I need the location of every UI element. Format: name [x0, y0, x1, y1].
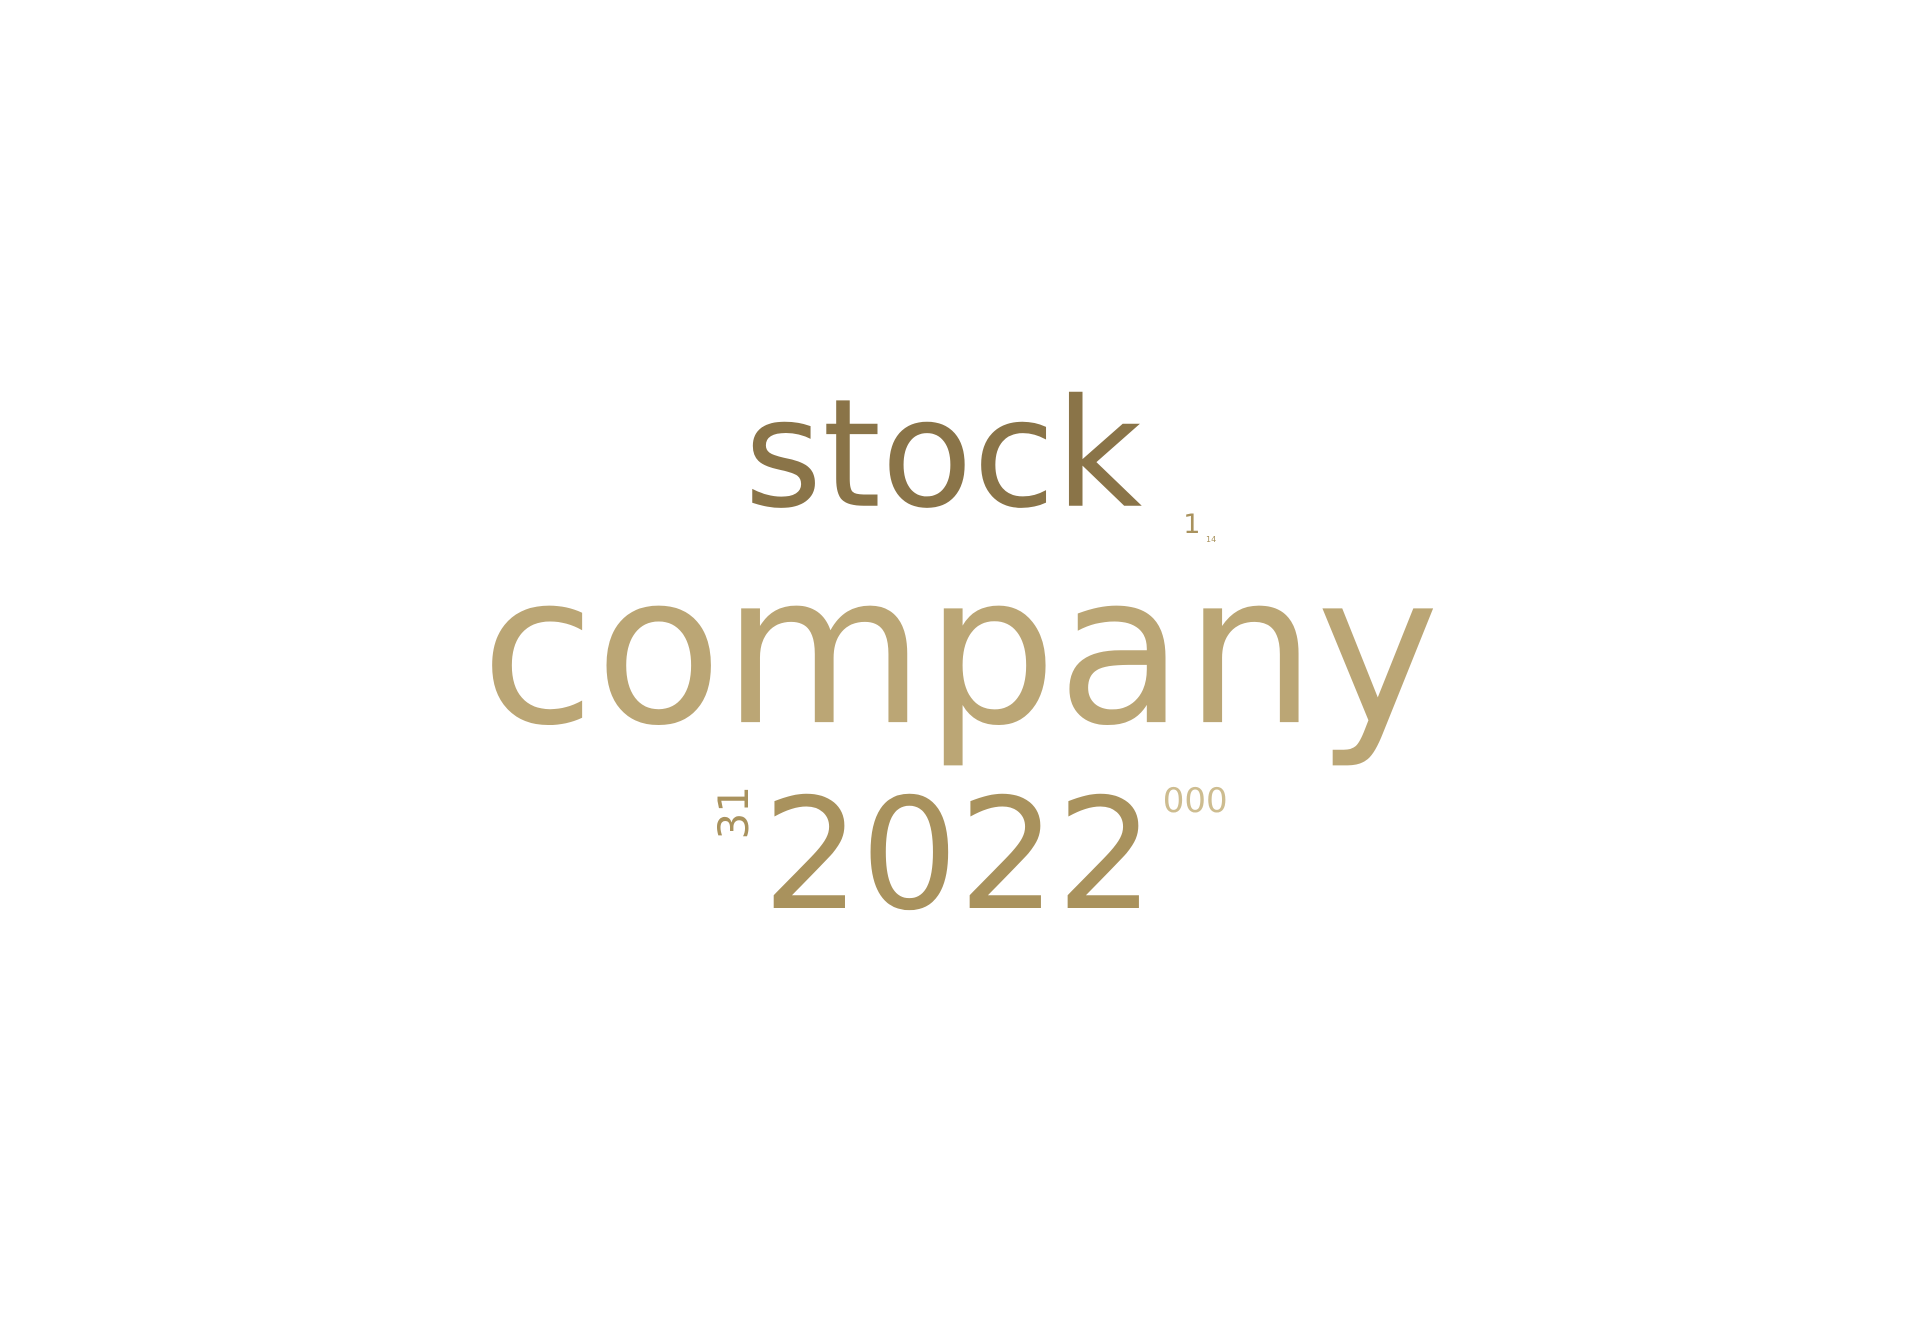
word-0: company [481, 530, 1440, 772]
word-88: 1 [1183, 509, 1200, 540]
word-561: 14 [1206, 535, 1216, 544]
word-1: 2022 [762, 766, 1154, 945]
word-30: 000 [1163, 781, 1228, 821]
word-2: stock [744, 368, 1142, 542]
word-18: 31 [709, 786, 758, 839]
